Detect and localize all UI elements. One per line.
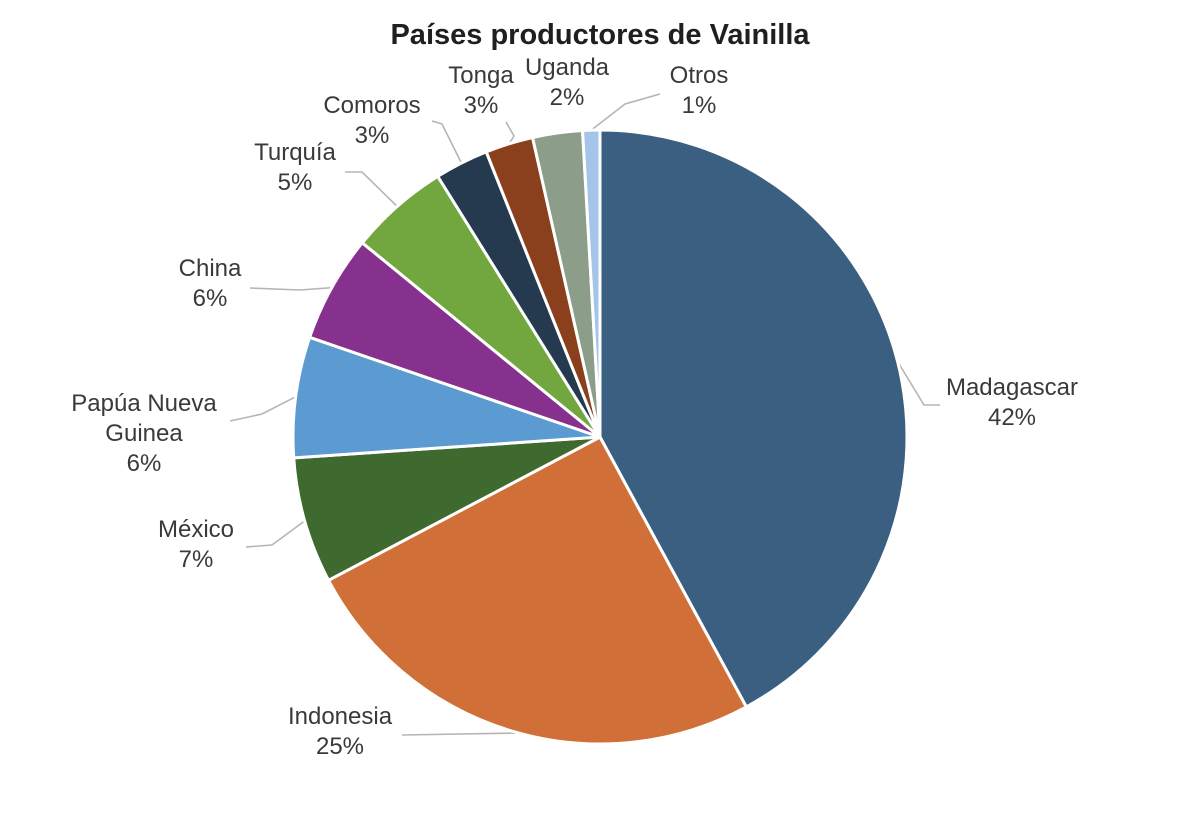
slice-label-comoros: Comoros 3% — [323, 92, 420, 149]
slice-label-turquia: Turquía 5% — [254, 139, 336, 196]
slice-percent: 6% — [127, 450, 162, 477]
slice-name: Uganda — [525, 54, 610, 81]
slice-percent: 6% — [193, 285, 228, 312]
slice-name: México — [158, 516, 234, 543]
slice-label-tonga: Tonga 3% — [448, 62, 514, 119]
leader-line-turquia — [345, 171, 398, 208]
slice-name: China — [179, 255, 242, 282]
slice-label-otros: Otros 1% — [670, 62, 729, 119]
pie-slice-otros — [581, 128, 602, 439]
slice-label-mexico: México 7% — [158, 516, 234, 573]
slice-label-uganda: Uganda 2% — [525, 54, 610, 111]
slice-name: Madagascar — [946, 374, 1078, 401]
leader-line-comoros — [431, 120, 463, 164]
leader-line-madagascar — [896, 361, 940, 406]
slice-percent: 7% — [179, 546, 214, 573]
slice-name: Otros — [670, 62, 729, 89]
slice-label-indonesia: Indonesia 25% — [288, 703, 393, 760]
leader-lines — [229, 93, 940, 736]
slice-label-papua-nueva-guinea: Papúa Nueva Guinea 6% — [71, 390, 217, 477]
pie-slices — [291, 128, 909, 746]
pie-slice-papua-nueva-guinea — [291, 335, 602, 460]
slice-label-madagascar: Madagascar 42% — [946, 374, 1078, 431]
pie-slice-indonesia — [327, 435, 748, 746]
slice-label-china: China 6% — [179, 255, 242, 312]
pie-slice-madagascar — [598, 128, 909, 709]
slice-percent: 1% — [682, 92, 717, 119]
chart-title: Países productores de Vainilla — [390, 19, 810, 51]
slice-name: Guinea — [105, 420, 183, 447]
slice-percent: 5% — [278, 169, 313, 196]
leader-line-china — [249, 286, 332, 291]
slice-name: Indonesia — [288, 703, 393, 730]
leader-line-indonesia — [401, 730, 521, 736]
leader-line-mexico — [245, 520, 306, 548]
slice-name: Papúa Nueva — [71, 390, 217, 417]
slice-percent: 3% — [464, 92, 499, 119]
slice-labels: Madagascar 42% Indonesia 25% México 7% Papúa N… — [71, 54, 1078, 760]
slice-percent: 25% — [316, 733, 364, 760]
slice-name: Comoros — [323, 92, 420, 119]
slice-percent: 3% — [355, 122, 390, 149]
leader-line-otros — [590, 93, 661, 131]
leader-line-papua-nueva-guinea — [229, 396, 296, 422]
pie-slice-mexico — [292, 435, 602, 582]
slice-name: Turquía — [254, 139, 336, 166]
leader-line-tonga — [505, 121, 515, 145]
slice-name: Tonga — [448, 62, 514, 89]
slice-percent: 2% — [550, 84, 585, 111]
slice-percent: 42% — [988, 404, 1036, 431]
